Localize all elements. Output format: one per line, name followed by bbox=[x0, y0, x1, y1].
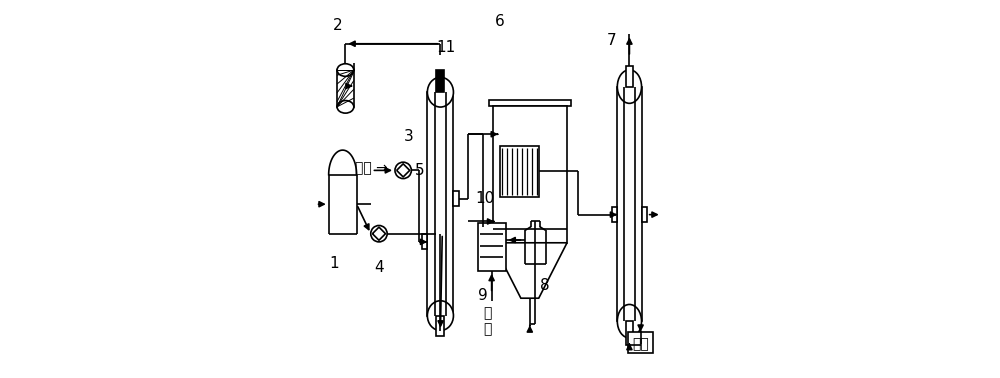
Text: 2: 2 bbox=[333, 18, 343, 33]
Ellipse shape bbox=[427, 301, 453, 330]
Text: 6: 6 bbox=[495, 14, 505, 29]
Bar bbox=[500, 146, 539, 197]
Bar bbox=[626, 66, 633, 87]
Ellipse shape bbox=[617, 70, 642, 103]
Ellipse shape bbox=[427, 77, 453, 107]
Text: 8: 8 bbox=[540, 278, 550, 293]
Bar bbox=[489, 100, 571, 106]
Polygon shape bbox=[493, 243, 567, 298]
Text: 9: 9 bbox=[478, 288, 488, 303]
Text: 4: 4 bbox=[374, 260, 384, 275]
Bar bbox=[436, 316, 444, 336]
Text: 11: 11 bbox=[436, 40, 456, 55]
Bar bbox=[493, 106, 567, 243]
Text: 1: 1 bbox=[329, 256, 339, 271]
Bar bbox=[427, 92, 453, 316]
Text: 7: 7 bbox=[607, 33, 617, 48]
Bar bbox=[617, 87, 642, 321]
Ellipse shape bbox=[617, 304, 642, 338]
Bar bbox=[478, 223, 506, 271]
Bar bbox=[453, 191, 459, 206]
Text: 5: 5 bbox=[415, 163, 425, 178]
Circle shape bbox=[395, 162, 411, 178]
Circle shape bbox=[371, 226, 387, 242]
Bar bbox=[628, 332, 653, 353]
Text: 废水 →: 废水 → bbox=[355, 161, 388, 175]
Ellipse shape bbox=[337, 64, 354, 76]
Bar bbox=[436, 70, 444, 92]
Text: 污
泥: 污 泥 bbox=[484, 306, 492, 336]
Bar bbox=[337, 70, 354, 107]
Bar bbox=[626, 321, 633, 345]
Text: 10: 10 bbox=[475, 191, 495, 206]
Bar bbox=[422, 234, 427, 249]
Bar bbox=[612, 207, 617, 222]
Bar bbox=[642, 207, 647, 222]
Ellipse shape bbox=[337, 101, 354, 113]
Text: 3: 3 bbox=[404, 129, 414, 144]
Text: 碱液: 碱液 bbox=[632, 337, 649, 351]
